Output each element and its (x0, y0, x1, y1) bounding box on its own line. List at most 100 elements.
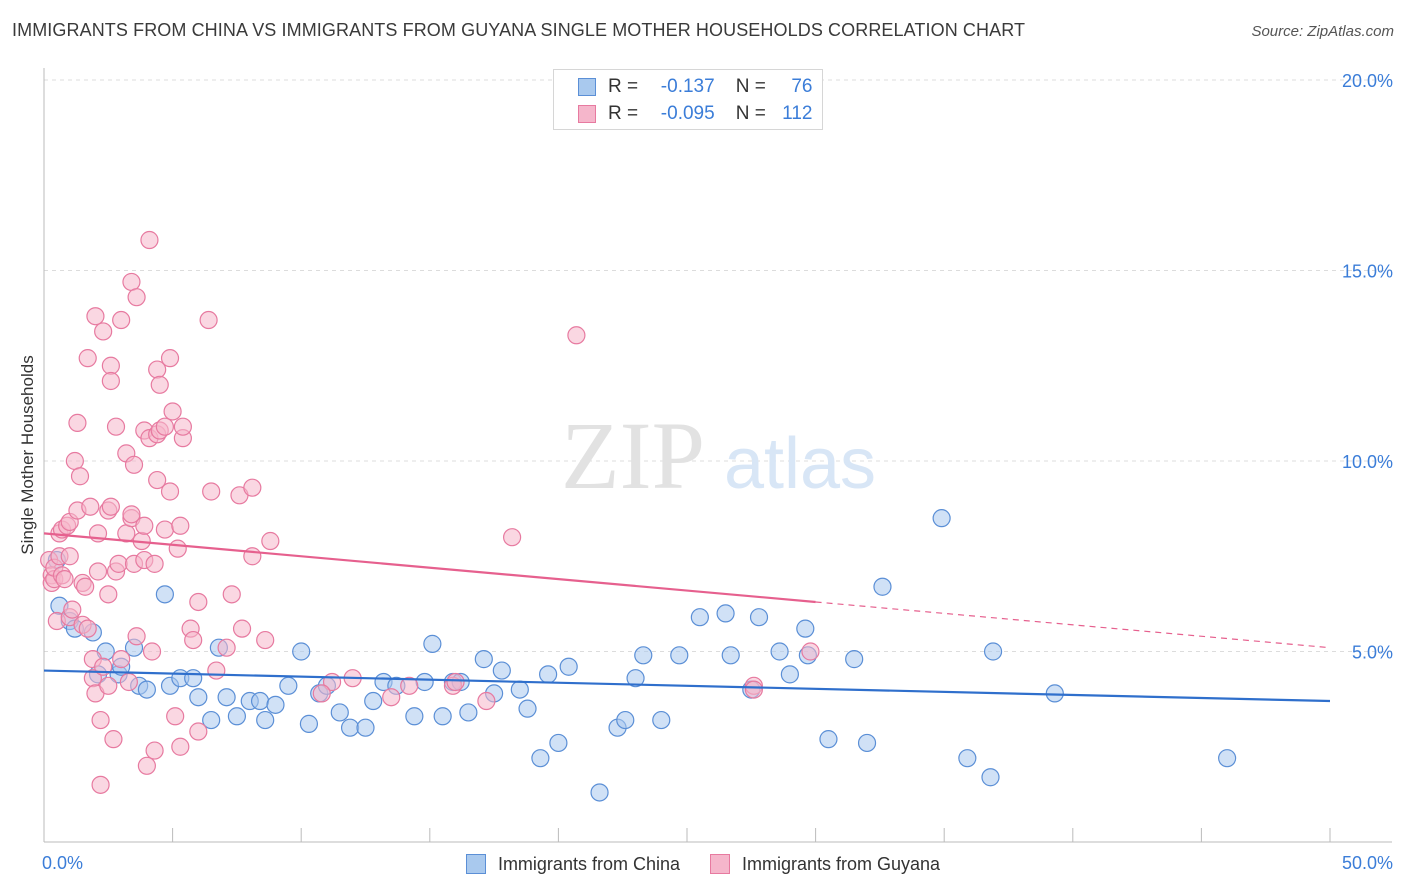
data-point (70, 467, 90, 486)
data-point (819, 730, 838, 749)
y-tick-label: 5.0% (1352, 643, 1393, 663)
data-point (292, 642, 311, 661)
data-point (63, 600, 82, 619)
data-point (477, 691, 496, 711)
data-point (155, 417, 174, 436)
data-point (88, 562, 108, 581)
data-point (356, 718, 375, 737)
data-point (382, 688, 401, 707)
data-point (232, 619, 252, 638)
data-point (122, 505, 141, 524)
legend-row-guyana: R = -0.095 N = 112 (578, 103, 812, 125)
series-legend-china: Immigrants from China (465, 853, 680, 875)
data-point (330, 703, 349, 722)
data-point (65, 451, 84, 471)
data-point (873, 577, 892, 596)
y-tick-label: 20.0% (1342, 71, 1393, 91)
data-point (716, 604, 735, 623)
chart-title: IMMIGRANTS FROM CHINA VS IMMIGRANTS FROM… (12, 20, 1026, 40)
data-point (94, 322, 113, 341)
data-point (503, 528, 522, 547)
data-point (127, 288, 146, 307)
data-point (155, 520, 174, 539)
data-point (721, 646, 740, 665)
gridlines (44, 79, 1392, 652)
data-point (243, 478, 262, 497)
data-point (160, 349, 180, 368)
data-point (510, 680, 529, 699)
data-point (256, 710, 275, 730)
data-point (119, 672, 138, 692)
data-point (189, 722, 208, 741)
data-point (217, 688, 236, 707)
data-point (312, 684, 331, 703)
data-point (137, 680, 156, 699)
data-point (135, 516, 154, 535)
series-guyana (40, 230, 820, 794)
trend-line-china (43, 669, 1331, 703)
data-point (279, 676, 298, 695)
data-point (106, 417, 126, 436)
data-point (801, 642, 820, 661)
legend-n-label: N = (735, 76, 766, 97)
data-point (163, 402, 182, 421)
data-point (400, 676, 419, 695)
data-point (492, 661, 511, 680)
data-point (55, 570, 74, 589)
series-swatch-guyana (710, 854, 730, 874)
data-point (207, 661, 226, 680)
data-point (166, 707, 185, 726)
data-point (171, 737, 190, 756)
data-point (364, 691, 383, 711)
data-point (137, 756, 156, 775)
data-point (459, 703, 478, 722)
y-tick-label: 15.0% (1342, 262, 1393, 282)
data-point (112, 650, 131, 669)
data-point (845, 650, 864, 669)
data-point (78, 619, 97, 638)
data-point (857, 733, 877, 753)
data-point (184, 669, 203, 688)
data-point (104, 730, 123, 749)
data-point (299, 714, 319, 733)
legend-r-value: -0.137 (660, 76, 715, 97)
data-point (227, 707, 246, 726)
data-point (60, 547, 79, 566)
legend-row-china: R = -0.137 N = 76 (578, 76, 812, 98)
series-label-china: Immigrants from China (497, 853, 680, 874)
data-point (626, 669, 645, 688)
data-point (155, 585, 174, 604)
data-point (539, 665, 558, 684)
data-point (81, 497, 100, 516)
legend-r-label: R = (608, 103, 639, 124)
data-point (433, 707, 452, 726)
data-point (446, 672, 465, 692)
legend-r-label: R = (608, 76, 639, 97)
source-label: Source: ZipAtlas.com (1251, 23, 1394, 40)
data-point (184, 630, 203, 650)
data-point (150, 375, 169, 394)
data-point (744, 680, 763, 699)
data-point (148, 470, 167, 490)
data-point (780, 665, 799, 684)
data-point (109, 554, 128, 573)
data-point (958, 749, 977, 768)
data-point (78, 349, 97, 368)
axes (43, 68, 1392, 843)
trend-line-guyana (43, 532, 816, 604)
data-point (99, 676, 118, 695)
data-point (173, 417, 192, 436)
data-point (981, 768, 1000, 787)
data-point (770, 642, 789, 661)
data-point (127, 627, 146, 646)
data-point (99, 585, 118, 604)
data-point (415, 672, 434, 692)
correlation-legend: R = -0.137 N = 76 R = -0.095 N = 112 (553, 69, 823, 130)
legend-r-value: -0.095 (660, 103, 715, 124)
data-point (590, 783, 609, 802)
data-point (140, 230, 159, 250)
data-point (189, 592, 208, 612)
trend-lines (43, 532, 1331, 703)
series-swatch-china (465, 854, 486, 874)
data-point (256, 630, 275, 650)
